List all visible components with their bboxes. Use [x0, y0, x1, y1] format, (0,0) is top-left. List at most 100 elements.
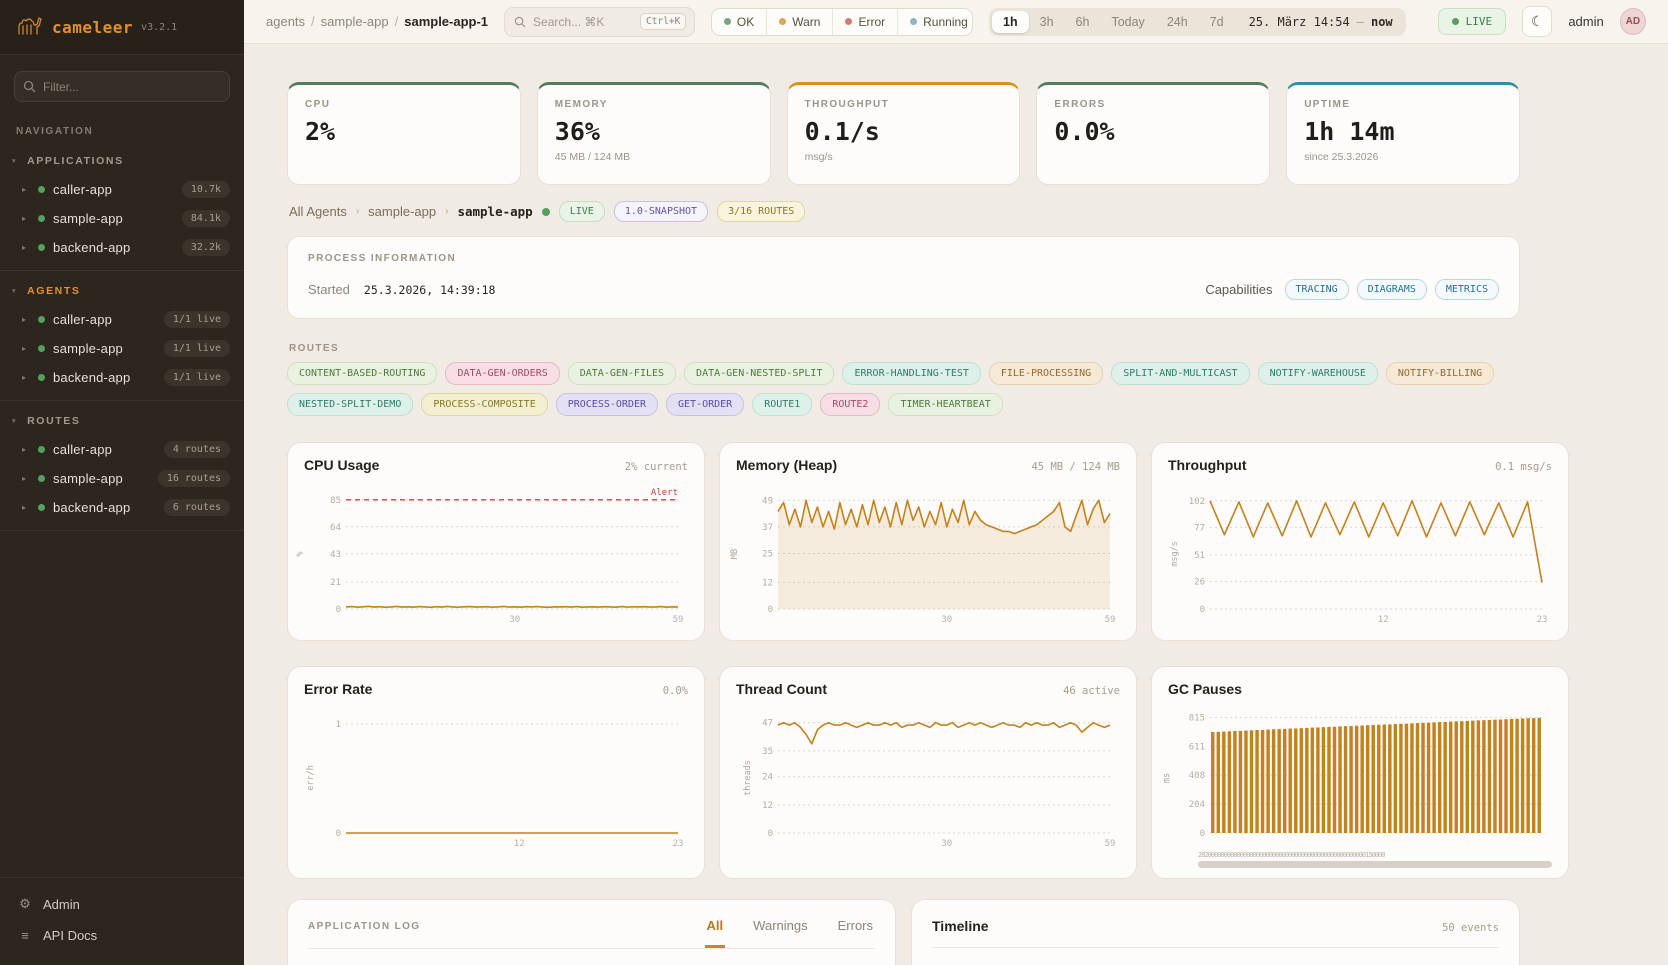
log-tab-errors[interactable]: Errors	[836, 918, 875, 948]
route-chip-file-processing[interactable]: FILE-PROCESSING	[988, 362, 1104, 385]
route-chip-data-gen-orders[interactable]: DATA-GEN-ORDERS	[445, 362, 560, 385]
crumb-separator-icon: ›	[445, 206, 449, 217]
route-chip-process-order[interactable]: PROCESS-ORDER	[555, 393, 658, 416]
camel-logo-icon	[16, 14, 44, 41]
time-from: 25. März 14:54	[1248, 14, 1350, 29]
live-label: LIVE	[1465, 15, 1493, 28]
chart-current-value: 45 MB / 124 MB	[1031, 461, 1120, 473]
breadcrumb-item: sample-app-1	[404, 14, 489, 29]
chart-title: CPU Usage	[304, 457, 380, 473]
breadcrumb-item[interactable]: agents	[266, 14, 306, 29]
status-filter-warn[interactable]: Warn	[767, 8, 834, 35]
nav-section-agents: ▾ AGENTS ▸ caller-app 1/1 live ▸ sample-app 1/1…	[0, 271, 244, 401]
sidebar-item-applications-caller-app[interactable]: ▸ caller-app 10.7k	[0, 175, 244, 204]
route-chip-process-composite[interactable]: PROCESS-COMPOSITE	[421, 393, 548, 416]
stat-value: 0.0%	[1054, 117, 1115, 146]
sidebar-item-agents-caller-app[interactable]: ▸ caller-app 1/1 live	[0, 305, 244, 334]
route-chip-data-gen-files[interactable]: DATA-GEN-FILES	[567, 362, 677, 385]
y-axis-label: %	[295, 550, 306, 557]
status-filter-ok[interactable]: OK	[712, 8, 768, 35]
agent-crumb[interactable]: All Agents	[289, 204, 347, 219]
svg-text:64: 64	[330, 523, 341, 533]
agent-crumb[interactable]: sample-app	[457, 204, 533, 219]
route-chip-error-handling-test[interactable]: ERROR-HANDLING-TEST	[842, 362, 981, 385]
sidebar-item-applications-backend-app[interactable]: ▸ backend-app 32.2k	[0, 233, 244, 262]
route-chip-timer-heartbeat[interactable]: TIMER-HEARTBEAT	[888, 393, 1003, 416]
live-badge[interactable]: LIVE	[1437, 8, 1507, 35]
svg-text:35: 35	[762, 747, 773, 757]
chevron-right-icon: ▸	[22, 315, 27, 324]
time-range-24h[interactable]: 24h	[1156, 11, 1199, 33]
status-dot-icon	[38, 316, 45, 323]
stat-card-uptime: UPTIME 1h 14m since 25.3.2026	[1286, 82, 1520, 185]
status-filter-error[interactable]: Error	[833, 8, 899, 35]
sidebar-item-applications-sample-app[interactable]: ▸ sample-app 84.1k	[0, 204, 244, 233]
avatar[interactable]: AD	[1619, 8, 1646, 35]
route-chip-data-gen-nested-split[interactable]: DATA-GEN-NESTED-SPLIT	[684, 362, 835, 385]
stat-card-cpu: CPU 2%	[287, 82, 521, 185]
capabilities: Capabilities TRACING DIAGRAMS METRICS	[1205, 279, 1499, 300]
chart-header: Throughput 0.1 msg/s	[1168, 457, 1552, 473]
footer-item-api-docs[interactable]: ≡ API Docs	[0, 920, 244, 951]
sidebar-item-routes-caller-app[interactable]: ▸ caller-app 4 routes	[0, 435, 244, 464]
sidebar-item-routes-sample-app[interactable]: ▸ sample-app 16 routes	[0, 464, 244, 493]
status-dot-icon	[38, 244, 45, 251]
sidebar-filter	[14, 71, 230, 102]
route-chip-notify-warehouse[interactable]: NOTIFY-WAREHOUSE	[1257, 362, 1378, 385]
route-chip-route1[interactable]: ROUTE1	[752, 393, 813, 416]
search-input[interactable]	[533, 14, 634, 29]
item-label: sample-app	[53, 211, 123, 226]
route-chips: CONTENT-BASED-ROUTING DATA-GEN-ORDERS DATA…	[287, 362, 1520, 416]
svg-text:0: 0	[768, 829, 773, 839]
route-chip-content-based-routing[interactable]: CONTENT-BASED-ROUTING	[287, 362, 438, 385]
time-range-1h[interactable]: 1h	[992, 10, 1029, 33]
filter-input[interactable]	[14, 71, 230, 102]
route-chip-route2[interactable]: ROUTE2	[820, 393, 881, 416]
agent-badge-live: LIVE	[558, 201, 605, 222]
stat-card-errors: ERRORS 0.0%	[1036, 82, 1271, 185]
footer-item-label: API Docs	[43, 928, 98, 943]
global-search[interactable]: Ctrl+K	[504, 6, 695, 37]
breadcrumb-item[interactable]: sample-app	[320, 14, 389, 29]
chart-title: Memory (Heap)	[736, 457, 838, 473]
svg-text:1: 1	[336, 720, 341, 730]
route-chip-get-order[interactable]: GET-ORDER	[666, 393, 745, 416]
search-icon	[514, 16, 526, 28]
time-range-7d[interactable]: 7d	[1199, 11, 1235, 33]
agent-crumb[interactable]: sample-app	[368, 204, 437, 219]
svg-text:77: 77	[1194, 523, 1205, 533]
route-chip-split-and-multicast[interactable]: SPLIT-AND-MULTICAST	[1111, 362, 1250, 385]
chart-body: MB 49 37 25 12 0 30 59	[730, 477, 1120, 630]
chart-body: ms 815 611 408 204 0	[1162, 701, 1552, 854]
sidebar-item-routes-backend-app[interactable]: ▸ backend-app 6 routes	[0, 493, 244, 522]
sidebar-item-agents-sample-app[interactable]: ▸ sample-app 1/1 live	[0, 334, 244, 363]
time-range-6h[interactable]: 6h	[1065, 11, 1101, 33]
nav-section-header-applications[interactable]: ▾ APPLICATIONS	[0, 151, 244, 175]
route-chip-nested-split-demo[interactable]: NESTED-SPLIT-DEMO	[287, 393, 414, 416]
theme-toggle-moon-icon[interactable]: ☾	[1522, 6, 1553, 37]
item-badge: 84.1k	[181, 210, 230, 227]
log-tab-warnings[interactable]: Warnings	[751, 918, 809, 948]
agent-badge-1-0-snapshot: 1.0-SNAPSHOT	[613, 201, 709, 222]
sidebar-item-agents-backend-app[interactable]: ▸ backend-app 1/1 live	[0, 363, 244, 392]
nav-section-header-agents[interactable]: ▾ AGENTS	[0, 281, 244, 305]
item-label: sample-app	[53, 341, 123, 356]
nav-section-header-routes[interactable]: ▾ ROUTES	[0, 411, 244, 435]
time-separator: —	[1356, 14, 1364, 29]
svg-text:30: 30	[941, 839, 952, 849]
time-range-3h[interactable]: 3h	[1029, 11, 1065, 33]
log-tab-all[interactable]: All	[704, 918, 726, 948]
footer-item-admin[interactable]: ⚙ Admin	[0, 888, 244, 920]
sidebar-footer: ⚙ Admin ≡ API Docs	[0, 877, 244, 965]
status-filter-group: OK Warn Error Running	[710, 7, 974, 36]
time-range-today[interactable]: Today	[1100, 11, 1155, 33]
status-filter-running[interactable]: Running	[898, 9, 972, 35]
chevron-right-icon: ▸	[22, 185, 27, 194]
svg-text:12: 12	[762, 801, 773, 811]
chart-horizontal-scrollbar[interactable]	[1198, 861, 1552, 868]
svg-text:0: 0	[336, 605, 341, 615]
chart-plot: 815 611 408 204 0	[1189, 713, 1542, 839]
chart-current-value: 0.1 msg/s	[1495, 461, 1552, 473]
chart-header: Thread Count 46 active	[736, 681, 1120, 697]
route-chip-notify-billing[interactable]: NOTIFY-BILLING	[1385, 362, 1495, 385]
